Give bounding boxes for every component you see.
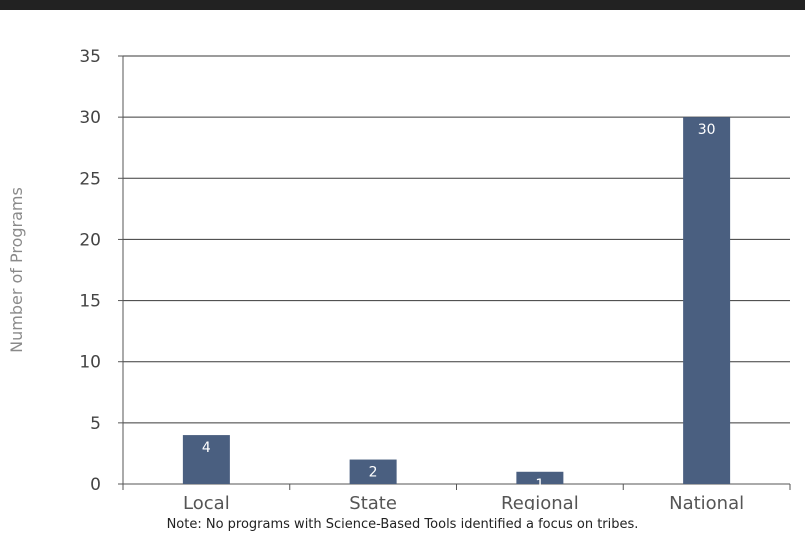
x-category-label: Local [183, 493, 230, 510]
x-category-label: National [669, 493, 744, 510]
bar-value-label: 1 [535, 477, 544, 493]
bar-chart: 0 5 10 15 20 25 30 35 Number of Programs 4 Local 2 S… [7, 47, 791, 510]
x-category-label: State [349, 493, 397, 510]
y-axis-title: Number of Programs [7, 187, 26, 353]
y-tick-label: 35 [79, 47, 101, 67]
x-category-label: Regional [501, 493, 579, 510]
y-tick-label: 20 [79, 230, 101, 250]
bar-value-label: 4 [202, 440, 211, 456]
bar-value-label: 30 [698, 122, 716, 138]
bar-national [683, 117, 731, 485]
y-tick-label: 5 [90, 414, 101, 434]
bar-state [349, 459, 397, 484]
bar-local [182, 435, 230, 484]
bar-regional [516, 471, 564, 484]
y-tick-label: 30 [79, 108, 101, 128]
y-tick-label: 15 [79, 292, 101, 312]
y-tick-label: 10 [79, 353, 101, 373]
y-tick-label: 0 [90, 475, 101, 495]
top-rule [0, 0, 805, 10]
y-tick-label: 25 [79, 169, 101, 189]
chart-note: Note: No programs with Science-Based Too… [166, 517, 639, 532]
bar-value-label: 2 [369, 465, 378, 481]
